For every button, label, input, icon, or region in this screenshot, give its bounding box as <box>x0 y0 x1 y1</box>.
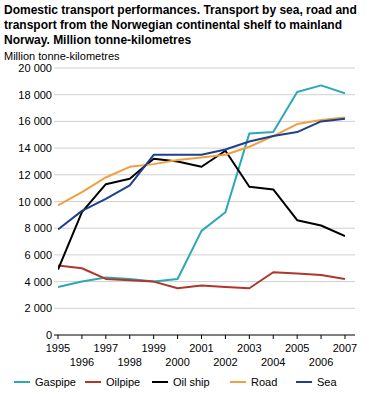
x-tick-label: 2001 <box>189 342 213 354</box>
series-line <box>58 266 345 289</box>
legend-swatch <box>230 381 246 383</box>
x-tick <box>201 335 202 339</box>
legend-swatch <box>152 381 168 383</box>
x-tick-label: 1995 <box>46 342 70 354</box>
series-line <box>58 151 345 270</box>
grid-line <box>54 148 355 149</box>
x-tick <box>177 335 178 339</box>
title: Domestic transport performances. Transpo… <box>4 3 364 48</box>
grid-line <box>54 281 355 282</box>
legend-label: Oilpipe <box>106 376 140 388</box>
x-tick-label: 2005 <box>285 342 309 354</box>
legend-label: Sea <box>317 376 337 388</box>
x-tick <box>249 335 250 339</box>
grid-line <box>54 94 355 95</box>
x-tick-label: 1998 <box>118 356 142 368</box>
grid-line <box>54 68 355 69</box>
grid-line <box>54 308 355 309</box>
legend-label: Oil ship <box>173 376 210 388</box>
plot-area <box>58 85 345 288</box>
y-tick-label: 4 000 <box>24 276 52 288</box>
y-axis-label: Million tonne-kilometres <box>4 50 120 62</box>
x-tick-label: 2003 <box>237 342 261 354</box>
x-tick <box>225 335 226 339</box>
grid-line <box>54 335 355 336</box>
y-tick-label: 20 000 <box>18 62 52 74</box>
x-tick-label: 2002 <box>213 356 237 368</box>
x-tick-label: 2007 <box>333 342 357 354</box>
x-tick <box>297 335 298 339</box>
legend-swatch <box>296 381 312 383</box>
x-tick <box>273 335 274 339</box>
y-tick-label: 10 000 <box>18 196 52 208</box>
legend-label: Gaspipe <box>35 376 76 388</box>
y-tick-label: 14 000 <box>18 142 52 154</box>
x-tick <box>153 335 154 339</box>
y-tick-label: 0 <box>46 329 52 341</box>
x-tick-label: 2006 <box>309 356 333 368</box>
x-tick <box>321 335 322 339</box>
grid-line <box>54 174 355 175</box>
x-tick-label: 1999 <box>141 342 165 354</box>
x-tick-label: 2000 <box>165 356 189 368</box>
grid-line <box>54 254 355 255</box>
x-tick-label: 1997 <box>94 342 118 354</box>
y-tick-label: 6 000 <box>24 249 52 261</box>
legend-swatch <box>14 381 30 383</box>
legend-swatch <box>85 381 101 383</box>
x-tick <box>129 335 130 339</box>
x-tick <box>58 335 59 339</box>
x-tick <box>345 335 346 339</box>
x-tick-label: 2004 <box>261 356 285 368</box>
x-tick <box>81 335 82 339</box>
legend-label: Road <box>251 376 277 388</box>
y-tick-label: 12 000 <box>18 169 52 181</box>
series-line <box>58 119 345 230</box>
chart: Million tonne-kilometres 0 2 000 4 000 6 000… <box>0 0 370 395</box>
x-tick <box>105 335 106 339</box>
x-tick-label: 1996 <box>70 356 94 368</box>
y-tick-label: 18 000 <box>18 89 52 101</box>
y-tick-label: 16 000 <box>18 115 52 127</box>
series-line <box>58 85 345 287</box>
y-tick-label: 8 000 <box>24 222 52 234</box>
y-tick-label: 2 000 <box>24 302 52 314</box>
